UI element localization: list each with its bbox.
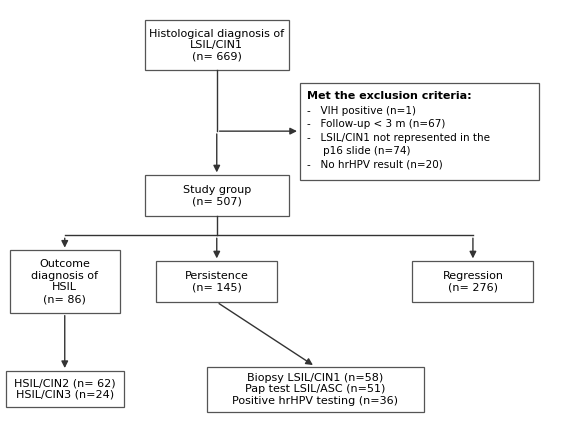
FancyBboxPatch shape [145, 175, 288, 216]
Text: p16 slide (n=74): p16 slide (n=74) [323, 146, 410, 156]
Text: -   VIH positive (n=1): - VIH positive (n=1) [307, 106, 416, 116]
Text: -   No hrHPV result (n=20): - No hrHPV result (n=20) [307, 160, 443, 169]
Text: Biopsy LSIL/CIN1 (n=58)
Pap test LSIL/ASC (n=51)
Positive hrHPV testing (n=36): Biopsy LSIL/CIN1 (n=58) Pap test LSIL/AS… [233, 372, 398, 406]
FancyBboxPatch shape [145, 20, 288, 70]
FancyBboxPatch shape [6, 371, 124, 408]
Text: -   LSIL/CIN1 not represented in the: - LSIL/CIN1 not represented in the [307, 133, 490, 143]
Text: HSIL/CIN2 (n= 62)
HSIL/CIN3 (n=24): HSIL/CIN2 (n= 62) HSIL/CIN3 (n=24) [14, 378, 115, 400]
FancyBboxPatch shape [157, 261, 278, 302]
FancyBboxPatch shape [412, 261, 534, 302]
Text: -   Follow-up < 3 m (n=67): - Follow-up < 3 m (n=67) [307, 120, 445, 129]
FancyBboxPatch shape [207, 366, 424, 412]
Text: Persistence
(n= 145): Persistence (n= 145) [185, 271, 249, 292]
Text: Histological diagnosis of
LSIL/CIN1
(n= 669): Histological diagnosis of LSIL/CIN1 (n= … [149, 28, 284, 62]
FancyBboxPatch shape [300, 83, 539, 180]
Text: Outcome
diagnosis of
HSIL
(n= 86): Outcome diagnosis of HSIL (n= 86) [31, 259, 99, 304]
Text: Study group
(n= 507): Study group (n= 507) [182, 185, 251, 206]
FancyBboxPatch shape [10, 250, 120, 313]
Text: Met the exclusion criteria:: Met the exclusion criteria: [307, 91, 472, 101]
Text: Regression
(n= 276): Regression (n= 276) [443, 271, 503, 292]
